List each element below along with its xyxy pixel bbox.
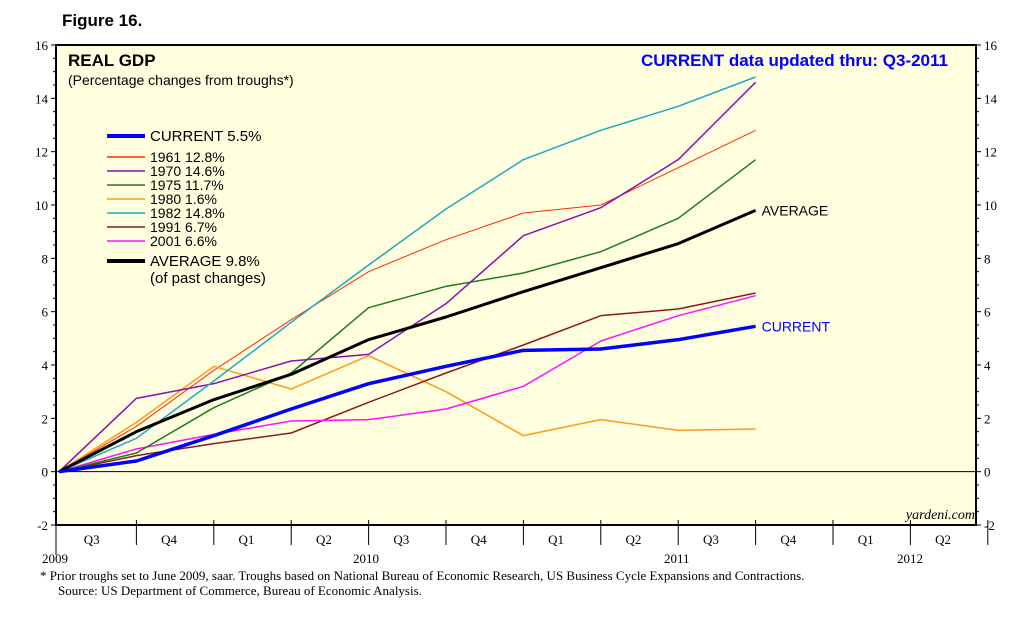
x-quarter-label: Q1 bbox=[548, 532, 564, 547]
footnote-line2: Source: US Department of Commerce, Burea… bbox=[58, 583, 422, 598]
y-tick-label-right: 12 bbox=[984, 145, 997, 160]
figure-label: Figure 16. bbox=[62, 11, 142, 30]
x-year-label: 2009 bbox=[42, 551, 68, 566]
y-tick-label-right: 2 bbox=[984, 411, 991, 426]
legend-label-1975: 1975 11.7% bbox=[150, 177, 224, 193]
y-tick-label-right: 16 bbox=[984, 38, 998, 53]
y-tick-label-left: 14 bbox=[35, 91, 49, 106]
x-quarter-label: Q2 bbox=[935, 532, 951, 547]
chart-title: REAL GDP bbox=[68, 51, 156, 70]
y-tick-label-left: 2 bbox=[42, 411, 49, 426]
x-year-label: 2011 bbox=[664, 551, 690, 566]
x-quarter-label: Q4 bbox=[780, 532, 796, 547]
y-tick-label-left: 16 bbox=[35, 38, 49, 53]
y-tick-label-left: 10 bbox=[35, 198, 48, 213]
y-tick-label-left: 4 bbox=[42, 358, 49, 373]
y-tick-label-left: -2 bbox=[37, 518, 48, 533]
legend-label-1991: 1991 6.7% bbox=[150, 219, 217, 235]
y-tick-label-left: 6 bbox=[42, 305, 49, 320]
legend-sublabel-average: (of past changes) bbox=[150, 270, 266, 287]
legend-label-current: CURRENT 5.5% bbox=[150, 128, 261, 145]
y-tick-label-right: -2 bbox=[984, 518, 995, 533]
legend-label-average: AVERAGE 9.8% bbox=[150, 253, 260, 270]
legend-label-1970: 1970 14.6% bbox=[150, 163, 225, 179]
x-quarter-label: Q3 bbox=[703, 532, 719, 547]
current-end-label: CURRENT bbox=[762, 318, 831, 334]
x-quarter-label: Q4 bbox=[471, 532, 487, 547]
update-note: CURRENT data updated thru: Q3-2011 bbox=[641, 51, 948, 70]
y-axis-right: -2 0 2 4 6 8 10 12 14 16 bbox=[976, 38, 998, 533]
y-tick-label-right: 6 bbox=[984, 305, 991, 320]
chart-subtitle: (Percentage changes from troughs*) bbox=[68, 72, 294, 88]
y-tick-label-left: 8 bbox=[42, 251, 49, 266]
legend-label-2001: 2001 6.6% bbox=[150, 233, 217, 249]
y-tick-label-right: 4 bbox=[984, 358, 991, 373]
series-line-1982 bbox=[58, 76, 756, 473]
series-line-1975 bbox=[58, 159, 757, 473]
series-line-1961 bbox=[58, 129, 756, 473]
x-quarter-label: Q1 bbox=[239, 532, 255, 547]
y-axis-left: -2 0 2 4 6 8 10 12 14 16 bbox=[35, 38, 56, 533]
y-tick-label-left: 12 bbox=[35, 145, 48, 160]
series-line-current bbox=[58, 324, 756, 474]
watermark: yardeni.com bbox=[904, 508, 975, 523]
series-lines bbox=[58, 76, 757, 474]
legend-label-1980: 1980 1.6% bbox=[150, 191, 217, 207]
y-tick-label-right: 0 bbox=[984, 465, 991, 480]
y-tick-label-left: 0 bbox=[42, 465, 49, 480]
y-tick-label-right: 14 bbox=[984, 91, 998, 106]
x-quarter-label: Q3 bbox=[84, 532, 100, 547]
x-year-label: 2010 bbox=[353, 551, 379, 566]
legend-label-1982: 1982 14.8% bbox=[150, 205, 225, 221]
footnote-line1: * Prior troughs set to June 2009, saar. … bbox=[40, 568, 804, 583]
x-quarter-label: Q4 bbox=[161, 532, 177, 547]
y-tick-label-right: 8 bbox=[984, 251, 991, 266]
x-year-label: 2012 bbox=[897, 551, 923, 566]
x-quarter-label: Q3 bbox=[393, 532, 409, 547]
x-axis: Q3 Q4 Q1 Q2 Q3 Q4 Q1 Q2 Q3 Q4 Q1 Q2 2009 2010 2011 2012 bbox=[42, 520, 989, 566]
y-tick-label-right: 10 bbox=[984, 198, 997, 213]
series-line-2001 bbox=[58, 294, 756, 473]
series-line-average bbox=[58, 208, 757, 473]
x-quarter-label: Q1 bbox=[858, 532, 874, 547]
average-end-label: AVERAGE bbox=[762, 202, 829, 218]
legend: CURRENT 5.5% 1961 12.8%1970 14.6%1975 11.… bbox=[107, 128, 266, 287]
x-quarter-label: Q2 bbox=[626, 532, 642, 547]
legend-label-1961: 1961 12.8% bbox=[150, 149, 225, 165]
x-quarter-label: Q2 bbox=[316, 532, 332, 547]
